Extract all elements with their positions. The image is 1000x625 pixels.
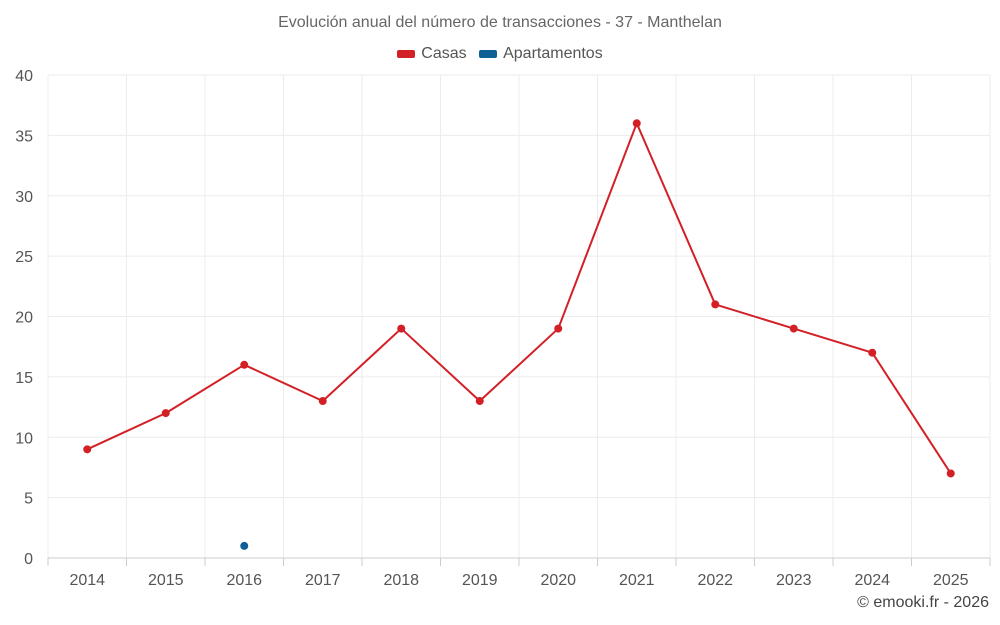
series-layer <box>83 119 955 550</box>
data-point-casas <box>475 397 484 406</box>
y-tick-label: 35 <box>15 128 33 145</box>
data-point-apartamentos <box>240 541 249 550</box>
x-tick-label: 2023 <box>776 572 812 589</box>
data-point-casas <box>868 348 877 357</box>
copyright-credit: © emooki.fr - 2026 <box>857 594 989 611</box>
legend-swatch-apartamentos <box>479 50 498 58</box>
y-tick-label: 30 <box>15 189 33 206</box>
x-tick-label: 2021 <box>619 572 655 589</box>
data-point-casas <box>789 324 798 333</box>
y-tick-label: 25 <box>15 249 33 266</box>
y-tick-label: 5 <box>24 491 33 508</box>
data-point-casas <box>946 469 955 478</box>
x-tick-label: 2017 <box>305 572 341 589</box>
chart-title: Evolución anual del número de transaccio… <box>278 14 722 31</box>
x-tick-label: 2022 <box>697 572 733 589</box>
data-point-casas <box>554 324 563 333</box>
series-line-casas <box>86 122 952 475</box>
grid-layer <box>47 74 991 558</box>
x-tick-label: 2015 <box>148 572 184 589</box>
data-point-casas <box>318 397 327 406</box>
x-tick-label: 2014 <box>69 572 105 589</box>
y-tick-label: 20 <box>15 310 33 327</box>
legend-swatch-casas <box>397 50 416 58</box>
data-point-casas <box>161 409 170 418</box>
data-point-casas <box>711 300 720 309</box>
x-tick-label: 2018 <box>383 572 419 589</box>
x-tick-label: 2019 <box>462 572 498 589</box>
x-tick-label: 2016 <box>226 572 262 589</box>
legend-label-casas: Casas <box>421 45 467 62</box>
data-point-casas <box>397 324 406 333</box>
y-tick-label: 10 <box>15 430 33 447</box>
data-point-casas <box>83 445 92 454</box>
legend-label-apartamentos: Apartamentos <box>503 45 603 62</box>
x-tick-label: 2020 <box>540 572 576 589</box>
x-tick-label: 2024 <box>854 572 890 589</box>
legend-item-casas[interactable]: Casas <box>397 45 467 63</box>
data-point-casas <box>240 360 249 369</box>
y-tick-label: 0 <box>24 551 33 568</box>
x-tick-label: 2025 <box>933 572 969 589</box>
legend-item-apartamentos[interactable]: Apartamentos <box>479 45 603 63</box>
y-tick-label: 15 <box>15 370 33 387</box>
legend: Casas Apartamentos <box>0 45 1000 63</box>
y-tick-label: 40 <box>15 68 33 85</box>
data-point-casas <box>632 119 641 128</box>
